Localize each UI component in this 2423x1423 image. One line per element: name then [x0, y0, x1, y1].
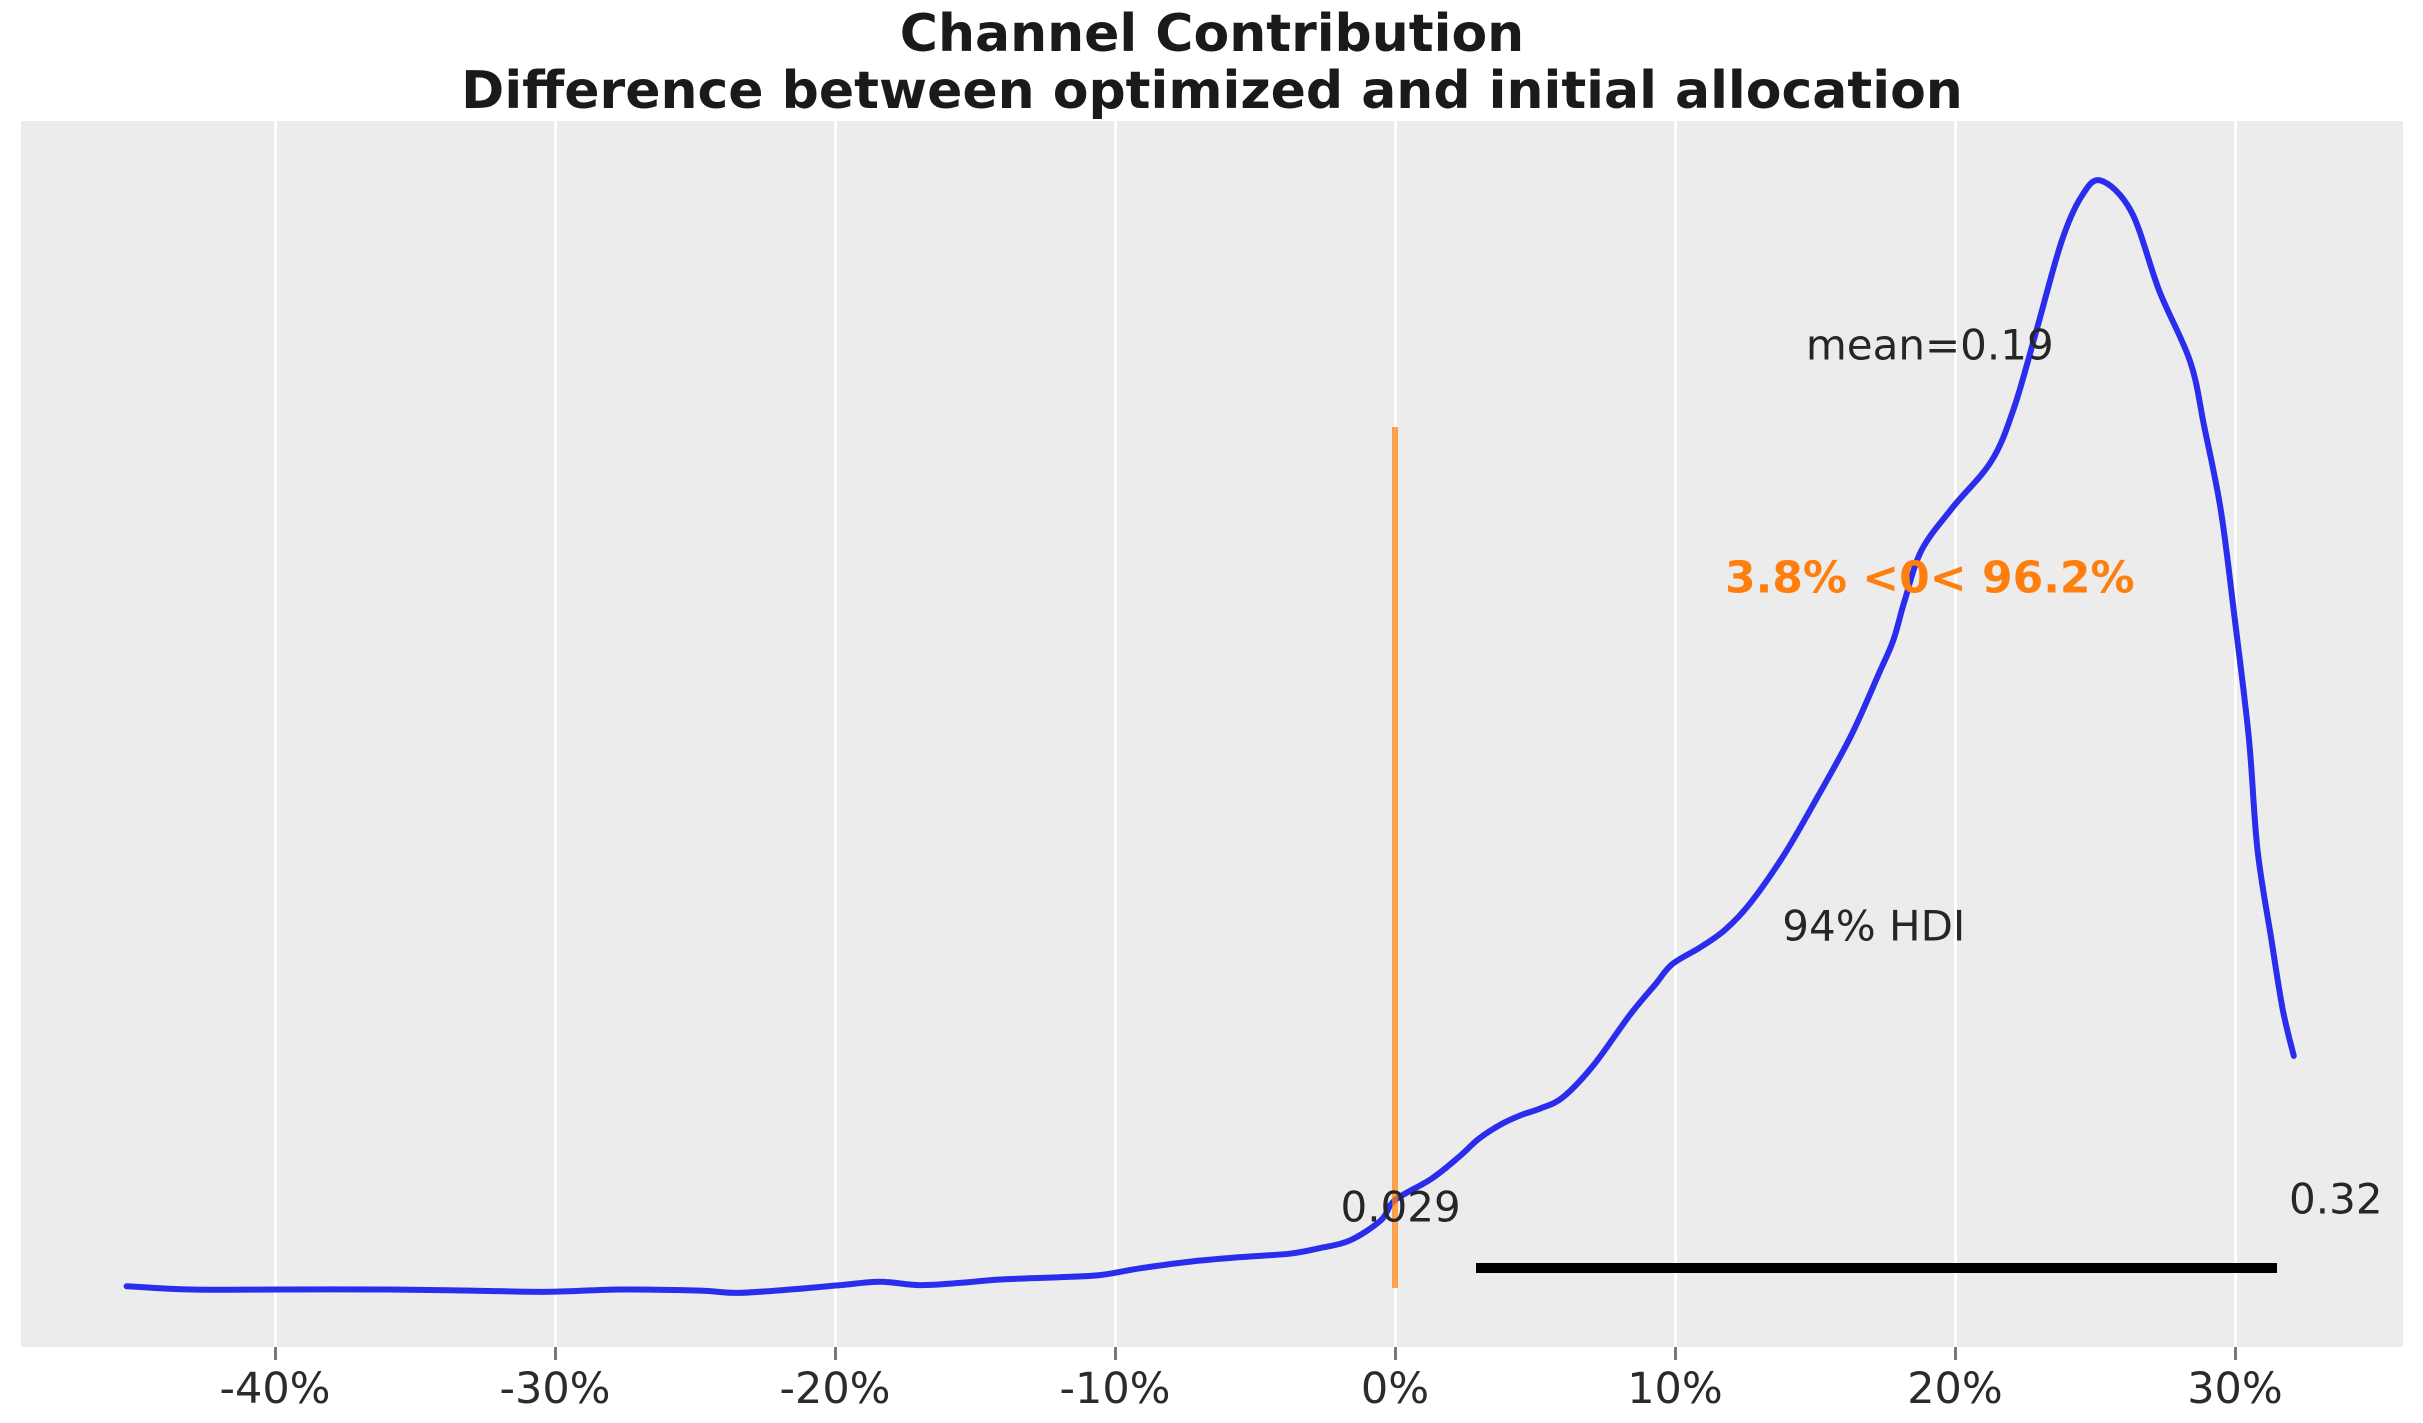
tick-mark--10% — [1113, 1347, 1117, 1360]
chart-title-line2: Difference between optimized and initial… — [461, 61, 1963, 121]
reference-line-zero — [1392, 427, 1398, 1288]
gridline--30% — [553, 121, 557, 1347]
kde-curve — [123, 177, 2297, 1296]
annotation-prob: 3.8% <0< 96.2% — [1724, 552, 2135, 604]
tick-label--30%: -30% — [499, 1364, 611, 1414]
kde-curve-layer — [123, 177, 2297, 1296]
tick-mark-10% — [1673, 1347, 1677, 1360]
chart-title-line1: Channel Contribution — [899, 4, 1525, 64]
annotation-hdi-hi: 0.32 — [2289, 1174, 2383, 1224]
tick-label--20%: -20% — [779, 1364, 891, 1414]
annotation-mean: mean=0.19 — [1805, 320, 2054, 370]
gridline--10% — [1113, 121, 1117, 1347]
gridline--20% — [833, 121, 837, 1347]
tick-mark-30% — [2233, 1347, 2237, 1360]
hdi-interval-bar — [1476, 1263, 2277, 1273]
annotation-hdi-label: 94% HDI — [1782, 901, 1966, 951]
tick-mark-0% — [1393, 1347, 1397, 1360]
tick-label--10%: -10% — [1059, 1364, 1171, 1414]
tick-mark--40% — [273, 1347, 277, 1360]
tick-mark--30% — [553, 1347, 557, 1360]
annotation-hdi-lo: 0.029 — [1340, 1182, 1461, 1232]
tick-label-20%: 20% — [1907, 1364, 2003, 1414]
tick-label--40%: -40% — [219, 1364, 331, 1414]
gridline--40% — [273, 121, 277, 1347]
tick-label-30%: 30% — [2187, 1364, 2283, 1414]
tick-label-10%: 10% — [1627, 1364, 1723, 1414]
chart-title: Channel Contribution Difference between … — [21, 6, 2403, 120]
plot-area: mean=0.19 3.8% <0< 96.2% 94% HDI 0.029 0.32 — [21, 121, 2403, 1347]
x-axis: -40% -30% -20% -10% 0% 10% 20% 30% — [21, 1347, 2403, 1423]
gridline-30% — [2233, 121, 2237, 1347]
tick-mark--20% — [833, 1347, 837, 1360]
gridline-20% — [1953, 121, 1957, 1347]
gridline-10% — [1673, 121, 1677, 1347]
tick-label-0%: 0% — [1360, 1364, 1430, 1414]
tick-mark-20% — [1953, 1347, 1957, 1360]
